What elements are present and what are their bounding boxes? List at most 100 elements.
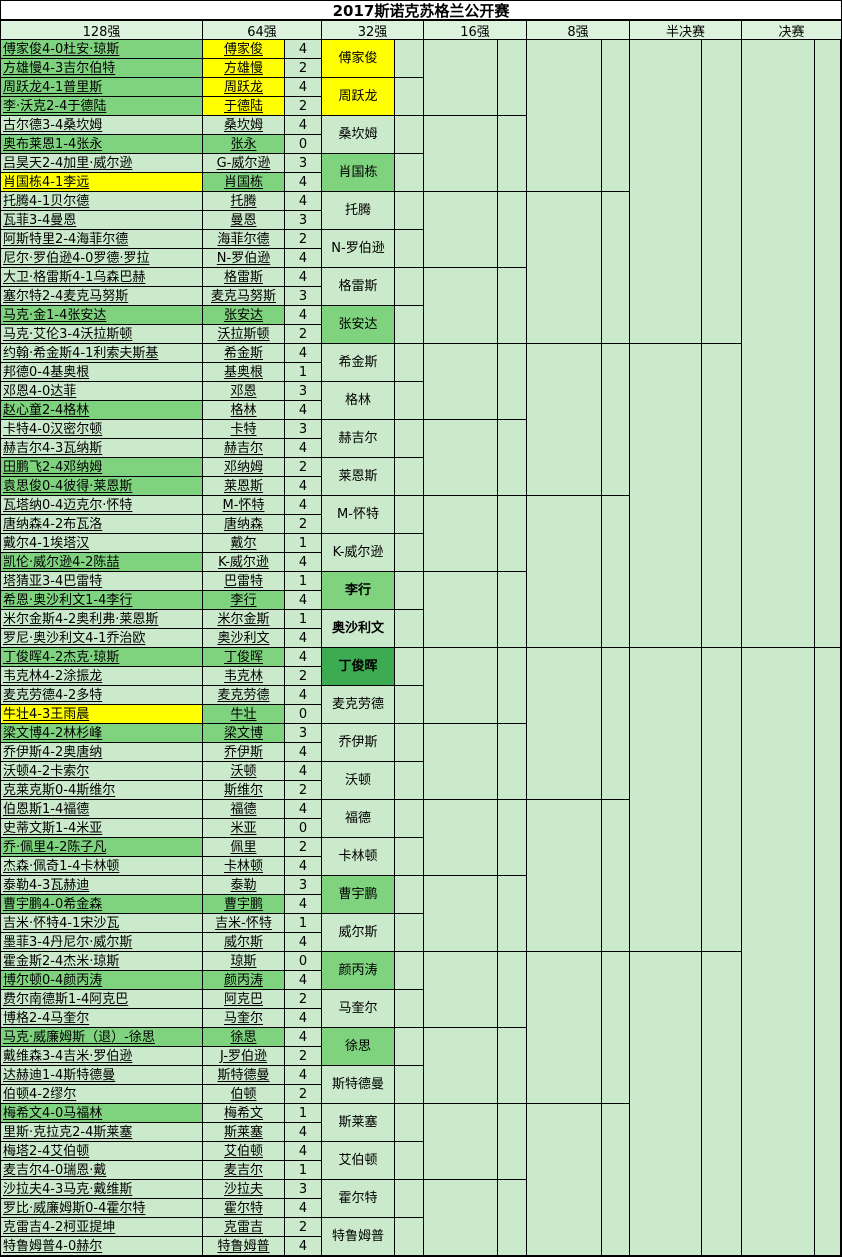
final-score-cell[interactable]: [815, 648, 841, 1256]
match-cell[interactable]: 罗尼·奥沙利文4-1乔治欧: [1, 629, 203, 648]
score-cell[interactable]: 4: [285, 800, 322, 819]
winner-cell[interactable]: 巴雷特: [203, 572, 285, 591]
r32-score-cell[interactable]: [395, 800, 424, 838]
r32-cell[interactable]: 周跃龙: [322, 78, 395, 116]
r32-score-cell[interactable]: [395, 1180, 424, 1218]
winner-cell[interactable]: 米尔金斯: [203, 610, 285, 629]
score-cell[interactable]: 2: [285, 781, 322, 800]
score-cell[interactable]: 3: [285, 876, 322, 895]
winner-cell[interactable]: 邓恩: [203, 382, 285, 401]
r16-score-cell[interactable]: [498, 952, 527, 1028]
score-cell[interactable]: 4: [285, 268, 322, 287]
r16-score-cell[interactable]: [498, 1104, 527, 1180]
r32-cell[interactable]: 斯莱塞: [322, 1104, 395, 1142]
winner-cell[interactable]: 张安达: [203, 306, 285, 325]
score-cell[interactable]: 4: [285, 344, 322, 363]
r32-cell[interactable]: 斯特德曼: [322, 1066, 395, 1104]
header-round128[interactable]: 128强: [1, 21, 203, 40]
match-cell[interactable]: 方雄慢4-3吉尔伯特: [1, 59, 203, 78]
r16-score-cell[interactable]: [498, 116, 527, 192]
r32-score-cell[interactable]: [395, 1066, 424, 1104]
r32-score-cell[interactable]: [395, 914, 424, 952]
r16-score-cell[interactable]: [498, 192, 527, 268]
winner-cell[interactable]: 麦克劳德: [203, 686, 285, 705]
r32-cell[interactable]: 艾伯顿: [322, 1142, 395, 1180]
score-cell[interactable]: 4: [285, 1028, 322, 1047]
final-cell[interactable]: [742, 40, 815, 648]
match-cell[interactable]: 墨菲3-4丹尼尔·威尔斯: [1, 933, 203, 952]
score-cell[interactable]: 4: [285, 1237, 322, 1256]
winner-cell[interactable]: 麦克马努斯: [203, 287, 285, 306]
match-cell[interactable]: 尼尔·罗伯逊4-0罗德·罗拉: [1, 249, 203, 268]
r32-cell[interactable]: 格雷斯: [322, 268, 395, 306]
match-cell[interactable]: 马克·威廉姆斯（退）-徐思: [1, 1028, 203, 1047]
header-round32[interactable]: 32强: [322, 21, 424, 40]
score-cell[interactable]: 1: [285, 1161, 322, 1180]
match-cell[interactable]: 赵心童2-4格林: [1, 401, 203, 420]
match-cell[interactable]: 袁思俊0-4彼得·莱恩斯: [1, 477, 203, 496]
score-cell[interactable]: 4: [285, 1009, 322, 1028]
winner-cell[interactable]: 肖国栋: [203, 173, 285, 192]
semifinal-score-cell[interactable]: [702, 344, 742, 648]
match-cell[interactable]: 曹宇鹏4-0希金森: [1, 895, 203, 914]
r32-score-cell[interactable]: [395, 116, 424, 154]
match-cell[interactable]: 罗比·威廉姆斯0-4霍尔特: [1, 1199, 203, 1218]
r16-score-cell[interactable]: [498, 40, 527, 116]
winner-cell[interactable]: 福德: [203, 800, 285, 819]
score-cell[interactable]: 4: [285, 933, 322, 952]
r16-score-cell[interactable]: [498, 496, 527, 572]
score-cell[interactable]: 4: [285, 116, 322, 135]
r16-score-cell[interactable]: [498, 876, 527, 952]
match-cell[interactable]: 达赫迪1-4斯特德曼: [1, 1066, 203, 1085]
match-cell[interactable]: 大卫·格雷斯4-1乌森巴赫: [1, 268, 203, 287]
winner-cell[interactable]: 奥沙利文: [203, 629, 285, 648]
score-cell[interactable]: 4: [285, 591, 322, 610]
winner-cell[interactable]: 方雄慢: [203, 59, 285, 78]
r32-cell[interactable]: M-怀特: [322, 496, 395, 534]
match-cell[interactable]: 戴尔4-1埃塔汉: [1, 534, 203, 553]
winner-cell[interactable]: 卡林顿: [203, 857, 285, 876]
score-cell[interactable]: 4: [285, 477, 322, 496]
match-cell[interactable]: 杰森·佩奇1-4卡林顿: [1, 857, 203, 876]
winner-cell[interactable]: 米亚: [203, 819, 285, 838]
winner-cell[interactable]: 赫吉尔: [203, 439, 285, 458]
final-score-cell[interactable]: [815, 40, 841, 648]
r32-cell[interactable]: 傅家俊: [322, 40, 395, 78]
semifinal-score-cell[interactable]: [702, 952, 742, 1256]
match-cell[interactable]: 克莱克斯0-4斯维尔: [1, 781, 203, 800]
score-cell[interactable]: 0: [285, 819, 322, 838]
match-cell[interactable]: 马克·金1-4张安达: [1, 306, 203, 325]
score-cell[interactable]: 4: [285, 1123, 322, 1142]
match-cell[interactable]: 约翰·希金斯4-1利索夫斯基: [1, 344, 203, 363]
winner-cell[interactable]: 伯顿: [203, 1085, 285, 1104]
winner-cell[interactable]: 希金斯: [203, 344, 285, 363]
winner-cell[interactable]: 阿克巴: [203, 990, 285, 1009]
score-cell[interactable]: 4: [285, 553, 322, 572]
r32-score-cell[interactable]: [395, 344, 424, 382]
r16-cell[interactable]: [424, 192, 498, 268]
header-round8[interactable]: 8强: [527, 21, 630, 40]
score-cell[interactable]: 0: [285, 952, 322, 971]
score-cell[interactable]: 0: [285, 705, 322, 724]
score-cell[interactable]: 3: [285, 724, 322, 743]
r32-score-cell[interactable]: [395, 724, 424, 762]
r8-cell[interactable]: [527, 800, 602, 952]
match-cell[interactable]: 里斯·克拉克2-4斯莱塞: [1, 1123, 203, 1142]
winner-cell[interactable]: 唐纳森: [203, 515, 285, 534]
r16-cell[interactable]: [424, 420, 498, 496]
r16-cell[interactable]: [424, 876, 498, 952]
match-cell[interactable]: 史蒂文斯1-4米亚: [1, 819, 203, 838]
match-cell[interactable]: 麦克劳德4-2多特: [1, 686, 203, 705]
r16-cell[interactable]: [424, 572, 498, 648]
score-cell[interactable]: 2: [285, 515, 322, 534]
winner-cell[interactable]: 威尔斯: [203, 933, 285, 952]
match-cell[interactable]: 丁俊晖4-2杰克·琼斯: [1, 648, 203, 667]
r8-cell[interactable]: [527, 648, 602, 800]
winner-cell[interactable]: 斯特德曼: [203, 1066, 285, 1085]
winner-cell[interactable]: 格林: [203, 401, 285, 420]
match-cell[interactable]: 阿斯特里2-4海菲尔德: [1, 230, 203, 249]
score-cell[interactable]: 4: [285, 971, 322, 990]
r16-score-cell[interactable]: [498, 1028, 527, 1104]
score-cell[interactable]: 4: [285, 743, 322, 762]
winner-cell[interactable]: 托腾: [203, 192, 285, 211]
